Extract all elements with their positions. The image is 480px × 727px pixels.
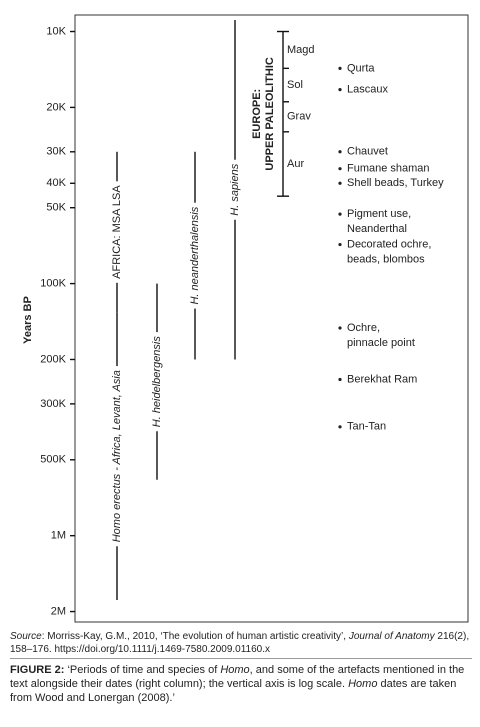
caption-text: Journal of Anatomy — [348, 631, 435, 642]
artefact-dot — [338, 88, 342, 92]
y-tick-label: 30K — [46, 146, 66, 158]
caption-text: : Morriss-Kay, G.M., 2010, ‘The evolutio… — [41, 631, 349, 642]
artefact-label: Berekhat Ram — [347, 373, 417, 385]
range-label: H. neanderthalensis — [189, 206, 201, 304]
europe-label: UPPER PALEOLITHIC — [264, 57, 276, 171]
rule — [10, 658, 472, 659]
artefact-label: Qurta — [347, 62, 375, 74]
artefact-label: Lascaux — [347, 84, 388, 96]
y-tick-label: 300K — [40, 398, 66, 410]
y-axis-label: Years BP — [22, 296, 34, 344]
caption-text: 216(2), 158–176. https://doi.org/10.1111… — [10, 631, 470, 655]
source-note: Source: Morriss-Kay, G.M., 2010, ‘The ev… — [10, 630, 472, 656]
artefact-dot — [338, 181, 342, 185]
caption-text: Homo — [348, 678, 378, 690]
range-label: Homo erectus - Africa, Levant, Asia — [111, 370, 123, 542]
artefact-label: pinnacle point — [347, 337, 415, 349]
artefact-label: Shell beads, Turkey — [347, 177, 444, 189]
period-label: Aur — [287, 158, 304, 170]
y-tick-label: 20K — [46, 101, 66, 113]
period-label: Sol — [287, 79, 303, 91]
figure-caption: FIGURE 2: ‘Periods of time and species o… — [10, 663, 472, 705]
artefact-label: Neanderthal — [347, 223, 407, 235]
caption-text: ‘Periods of time and species of — [64, 664, 221, 676]
artefact-dot — [338, 212, 342, 216]
period-label: Magd — [287, 44, 315, 56]
artefact-dot — [338, 326, 342, 330]
y-tick-label: 100K — [40, 278, 66, 290]
y-tick-label: 1M — [51, 530, 66, 542]
y-tick-label: 10K — [46, 25, 66, 37]
period-label: Grav — [287, 111, 311, 123]
artefact-label: beads, blombos — [347, 253, 425, 265]
artefact-dot — [338, 150, 342, 154]
range-label: H. heidelbergensis — [151, 336, 163, 428]
caption-text: , and some of the artefacts mentioned in… — [10, 664, 465, 690]
artefact-dot — [338, 242, 342, 247]
y-tick-label: 40K — [46, 177, 66, 189]
y-tick-label: 2M — [51, 605, 66, 617]
chart: Years BP 10K 20K 30K 40K 50K 100K 200K 300K 500K… — [22, 14, 469, 623]
artefact-label: Fumane shaman — [347, 163, 430, 175]
y-tick-label: 50K — [46, 202, 66, 214]
artefact-dot — [338, 425, 342, 429]
caption-text: dates are taken from Wood and Lonergan (… — [10, 678, 457, 704]
artefact-dot — [338, 377, 342, 382]
artefact-label: Decorated ochre, — [347, 238, 431, 250]
artefact-dot — [338, 167, 342, 171]
caption-text: FIGURE 2: — [10, 664, 65, 676]
y-tick-label: 500K — [40, 454, 66, 466]
range-label: H. sapiens — [229, 163, 241, 215]
plot-frame — [74, 14, 469, 623]
caption-text: Source — [10, 631, 42, 642]
artefact-label: Pigment use, — [347, 208, 411, 220]
caption-text: Homo — [220, 664, 250, 676]
artefact-label: Tan-Tan — [347, 421, 386, 433]
artefact-dot — [338, 66, 342, 70]
range-label: AFRICA: MSA LSA — [111, 185, 123, 279]
y-tick-label: 200K — [40, 353, 66, 365]
artefact-label: Ochre, — [347, 322, 380, 334]
europe-label: EUROPE: — [251, 89, 263, 139]
artefact-label: Chauvet — [347, 146, 388, 158]
